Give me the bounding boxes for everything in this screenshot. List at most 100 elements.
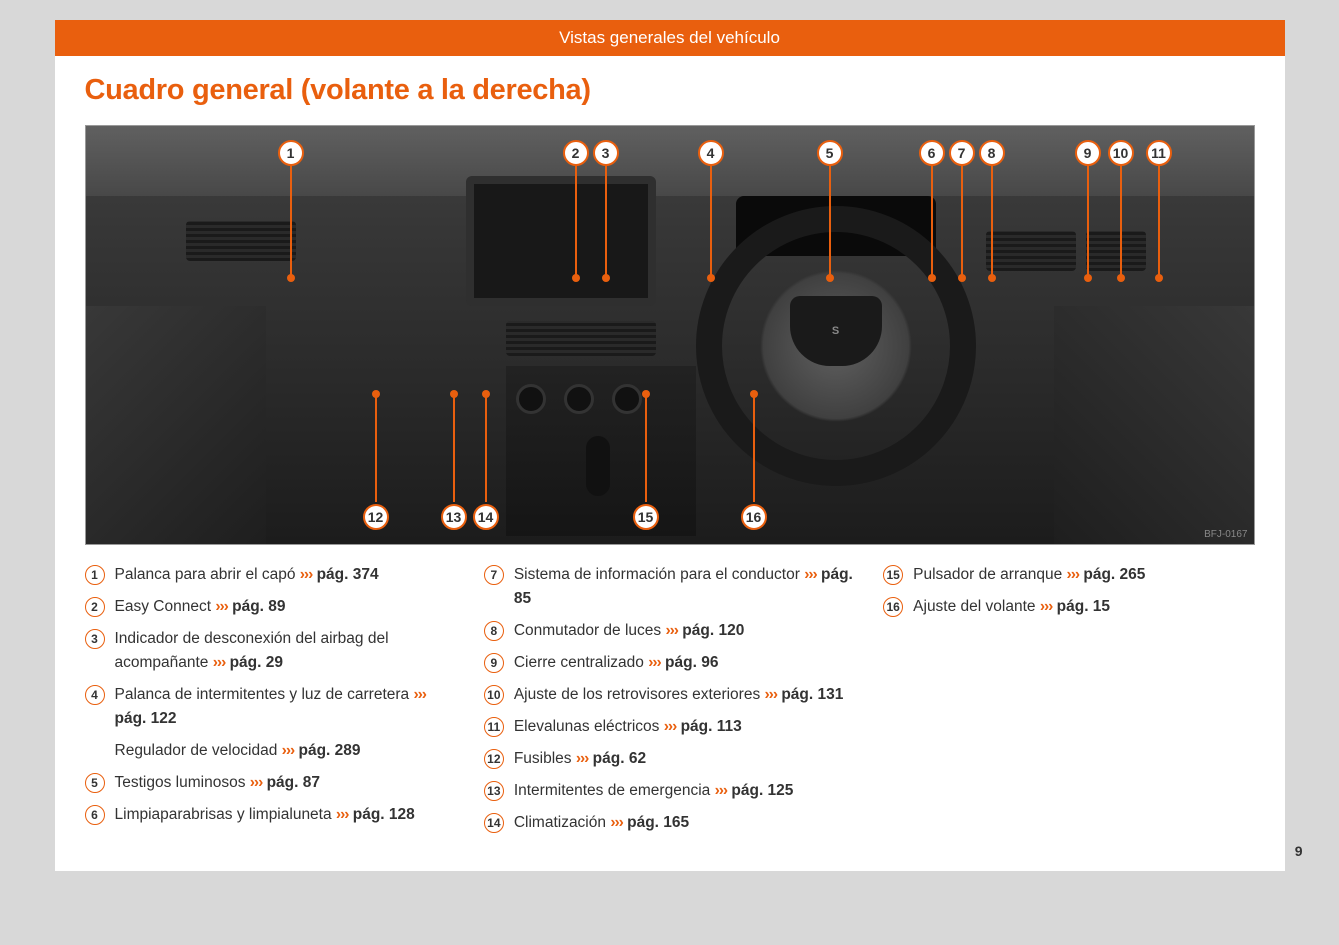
infotainment-screen xyxy=(466,176,656,306)
legend-subitem: Regulador de velocidad ››› pág. 289 xyxy=(115,739,456,763)
legend-text: Ajuste de los retrovisores exteriores ››… xyxy=(514,683,855,707)
legend-num: 12 xyxy=(484,749,504,769)
callout-pin xyxy=(453,392,455,502)
callout-dot xyxy=(958,274,966,282)
callout-dot xyxy=(642,390,650,398)
callout-dot xyxy=(1155,274,1163,282)
legend-num: 6 xyxy=(85,805,105,825)
legend-num: 8 xyxy=(484,621,504,641)
legend-num: 16 xyxy=(883,597,903,617)
callout-14: 14 xyxy=(473,504,499,530)
door-panel-right xyxy=(1054,306,1254,545)
legend-num: 13 xyxy=(484,781,504,801)
legend-item-8: 8 Conmutador de luces ››› pág. 120 xyxy=(484,619,855,643)
legend-item-1: 1 Palanca para abrir el capó ››› pág. 374 xyxy=(85,563,456,587)
legend-text: Pulsador de arranque ››› pág. 265 xyxy=(913,563,1254,587)
callout-15: 15 xyxy=(633,504,659,530)
callout-dot xyxy=(1084,274,1092,282)
callout-dot xyxy=(707,274,715,282)
callout-13: 13 xyxy=(441,504,467,530)
legend-text: Intermitentes de emergencia ››› pág. 125 xyxy=(514,779,855,803)
door-panel-left xyxy=(86,306,266,545)
callout-4: 4 xyxy=(698,140,724,166)
callout-pin xyxy=(710,166,712,276)
legend-item-13: 13 Intermitentes de emergencia ››› pág. 1… xyxy=(484,779,855,803)
callout-pin xyxy=(1158,166,1160,276)
legend-col-2: 7Sistema de información para el conducto… xyxy=(484,563,855,843)
legend-item-10: 10 Ajuste de los retrovisores exteriores … xyxy=(484,683,855,707)
legend-num: 9 xyxy=(484,653,504,673)
legend-item-5: 5 Testigos luminosos ››› pág. 87 xyxy=(85,771,456,795)
callout-pin xyxy=(829,166,831,276)
callout-dot xyxy=(928,274,936,282)
legend-text: Easy Connect ››› pág. 89 xyxy=(115,595,456,619)
legend-text: Elevalunas eléctricos ››› pág. 113 xyxy=(514,715,855,739)
legend-num: 15 xyxy=(883,565,903,585)
legend-item-6: 6Limpiaparabrisas y limpialuneta ››› pág… xyxy=(85,803,456,827)
callout-pin xyxy=(605,166,607,276)
page-title: Cuadro general (volante a la derecha) xyxy=(85,74,1255,107)
callout-8: 8 xyxy=(979,140,1005,166)
manual-page: Vistas generales del vehículo Cuadro gen… xyxy=(55,20,1285,871)
legend-text: Cierre centralizado ››› pág. 96 xyxy=(514,651,855,675)
legend-num: 7 xyxy=(484,565,504,585)
legend-text: Conmutador de luces ››› pág. 120 xyxy=(514,619,855,643)
legend-col-3: 15 Pulsador de arranque ››› pág. 265 16Aju… xyxy=(883,563,1254,843)
air-vent xyxy=(506,321,656,356)
section-band: Vistas generales del vehículo xyxy=(55,20,1285,56)
callout-pin xyxy=(645,392,647,502)
legend-num: 11 xyxy=(484,717,504,737)
legend-item-3: 3 Indicador de desconexión del airbag del… xyxy=(85,627,456,675)
callout-1: 1 xyxy=(278,140,304,166)
callout-dot xyxy=(602,274,610,282)
legend-item-9: 9 Cierre centralizado ››› pág. 96 xyxy=(484,651,855,675)
legend-item-11: 11 Elevalunas eléctricos ››› pág. 113 xyxy=(484,715,855,739)
page-number: 9 xyxy=(1295,843,1303,859)
legend-text: Palanca para abrir el capó ››› pág. 374 xyxy=(115,563,456,587)
callout-pin xyxy=(290,166,292,276)
callout-pin xyxy=(375,392,377,502)
air-vent xyxy=(986,231,1076,271)
legend-text: Testigos luminosos ››› pág. 87 xyxy=(115,771,456,795)
legend-item-12: 12Fusibles ››› pág. 62 xyxy=(484,747,855,771)
callout-5: 5 xyxy=(817,140,843,166)
climate-knobs xyxy=(516,384,642,414)
callout-dot xyxy=(826,274,834,282)
legend-text: Indicador de desconexión del airbag del … xyxy=(115,627,456,675)
dashboard-figure: S 12345678910111213141516 BFJ-0167 xyxy=(85,125,1255,545)
legend-col-1: 1 Palanca para abrir el capó ››› pág. 374… xyxy=(85,563,456,843)
legend-num: 5 xyxy=(85,773,105,793)
callout-dot xyxy=(988,274,996,282)
callout-dot xyxy=(750,390,758,398)
air-vent xyxy=(186,221,296,261)
callout-pin xyxy=(753,392,755,502)
legend-item-16: 16Ajuste del volante ››› pág. 15 xyxy=(883,595,1254,619)
callout-dot xyxy=(572,274,580,282)
legend-num: 3 xyxy=(85,629,105,649)
callout-pin xyxy=(575,166,577,276)
callout-2: 2 xyxy=(563,140,589,166)
legend-num: 1 xyxy=(85,565,105,585)
callout-pin xyxy=(931,166,933,276)
callout-dot xyxy=(1117,274,1125,282)
legend-num: 2 xyxy=(85,597,105,617)
legend-item-2: 2 Easy Connect ››› pág. 89 xyxy=(85,595,456,619)
legend-item-14: 14Climatización ››› pág. 165 xyxy=(484,811,855,835)
callout-16: 16 xyxy=(741,504,767,530)
callout-dot xyxy=(450,390,458,398)
air-vent xyxy=(1086,231,1146,271)
legend-text: Palanca de intermitentes y luz de carret… xyxy=(115,683,456,731)
callout-12: 12 xyxy=(363,504,389,530)
callout-pin xyxy=(1087,166,1089,276)
page-body: Cuadro general (volante a la derecha) S … xyxy=(55,56,1285,871)
wheel-hub-logo: S xyxy=(790,296,882,366)
callout-9: 9 xyxy=(1075,140,1101,166)
legend-num: 10 xyxy=(484,685,504,705)
legend-num: 14 xyxy=(484,813,504,833)
callout-pin xyxy=(1120,166,1122,276)
figure-id: BFJ-0167 xyxy=(1204,529,1247,540)
callout-6: 6 xyxy=(919,140,945,166)
callout-dot xyxy=(482,390,490,398)
callout-pin xyxy=(961,166,963,276)
callout-3: 3 xyxy=(593,140,619,166)
